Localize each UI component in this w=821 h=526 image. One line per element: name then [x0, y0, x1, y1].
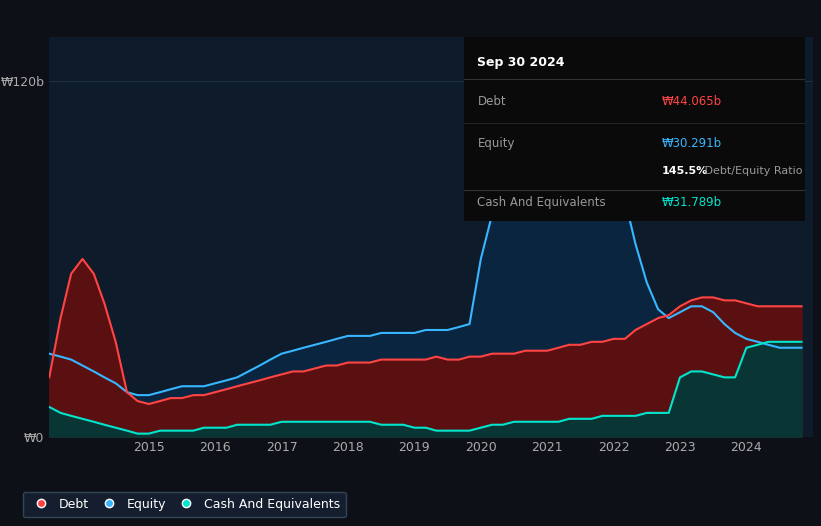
Text: Cash And Equivalents: Cash And Equivalents — [478, 196, 606, 209]
Text: Equity: Equity — [478, 137, 515, 150]
Text: ₩31.789b: ₩31.789b — [662, 196, 722, 209]
Text: 145.5%: 145.5% — [662, 166, 708, 176]
Text: Sep 30 2024: Sep 30 2024 — [478, 56, 565, 69]
Text: ₩44.065b: ₩44.065b — [662, 95, 722, 108]
Legend: Debt, Equity, Cash And Equivalents: Debt, Equity, Cash And Equivalents — [23, 492, 346, 517]
Text: Debt: Debt — [478, 95, 506, 108]
Text: ₩30.291b: ₩30.291b — [662, 137, 722, 150]
Text: Debt/Equity Ratio: Debt/Equity Ratio — [700, 166, 802, 176]
